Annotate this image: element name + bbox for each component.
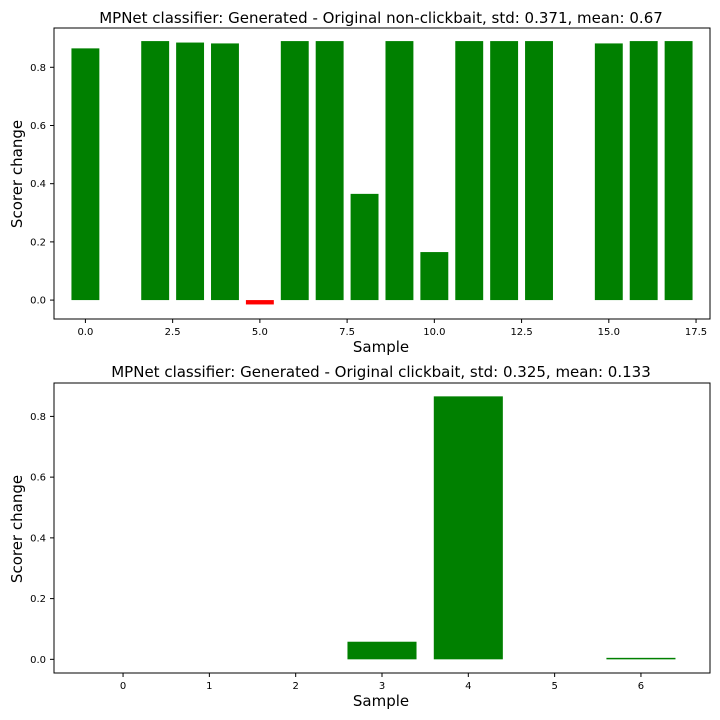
subplot-non-clickbait: MPNet classifier: Generated - Original n… [8,9,711,356]
bars-group [347,396,676,660]
x-tick-label: 2 [292,681,298,692]
bar-4 [211,43,239,301]
bar-15 [594,43,623,301]
y-tick-label: 0.8 [30,63,46,74]
x-tick-label: 17.5 [685,327,707,338]
x-tick-label: 12.5 [510,327,532,338]
bar-17 [664,41,693,301]
y-tick-label: 0.2 [30,594,46,605]
bar-12 [490,41,519,301]
bar-7 [315,41,344,301]
y-tick-label: 0.6 [30,473,46,484]
bar-16 [629,41,658,301]
bar-2 [141,41,170,301]
x-ticks: 0 1 2 3 4 5 6 [120,673,644,692]
bar-6 [280,41,309,301]
y-tick-label: 0.6 [30,121,46,132]
y-axis-label: Scorer change [8,475,26,583]
x-tick-label: 10.0 [423,327,445,338]
x-tick-label: 0 [120,681,126,692]
y-tick-label: 0.4 [30,179,46,190]
bar-11 [455,41,484,301]
x-tick-label: 3 [379,681,385,692]
bar-13 [525,41,553,301]
chart-title: MPNet classifier: Generated - Original n… [99,9,663,27]
bar-5 [245,300,274,305]
y-tick-label: 0.8 [30,412,46,423]
x-axis-label: Sample [353,338,409,356]
x-tick-label: 0.0 [77,327,93,338]
x-tick-label: 6 [638,681,644,692]
bar-4 [433,396,503,660]
plot-frame [53,27,711,320]
x-ticks: 0.0 2.5 5.0 7.5 10.0 12.5 15.0 17.5 [77,319,707,338]
bar-3 [347,641,417,660]
bars-group [71,41,693,305]
x-tick-label: 4 [465,681,471,692]
y-tick-label: 0.4 [30,533,46,544]
x-tick-label: 5 [551,681,557,692]
x-tick-label: 7.5 [339,327,355,338]
x-tick-label: 5.0 [252,327,268,338]
y-tick-label: 0.0 [30,296,46,307]
x-tick-label: 15.0 [598,327,620,338]
bar-6 [606,657,676,660]
y-tick-label: 0.0 [30,655,46,666]
bar-3 [176,42,205,301]
bar-9 [385,41,414,301]
y-axis-label: Scorer change [8,120,26,228]
y-tick-label: 0.2 [30,237,46,248]
y-ticks: 0.0 0.2 0.4 0.6 0.8 [30,63,54,307]
x-axis-label: Sample [353,692,409,710]
y-ticks: 0.0 0.2 0.4 0.6 0.8 [30,412,54,666]
plot-frame [53,382,711,674]
bar-8 [350,193,379,301]
bar-0 [71,48,100,301]
subplot-clickbait: MPNet classifier: Generated - Original c… [8,363,711,710]
chart-title: MPNet classifier: Generated - Original c… [111,363,651,381]
bar-10 [420,252,449,301]
x-tick-label: 2.5 [165,327,181,338]
x-tick-label: 1 [206,681,212,692]
